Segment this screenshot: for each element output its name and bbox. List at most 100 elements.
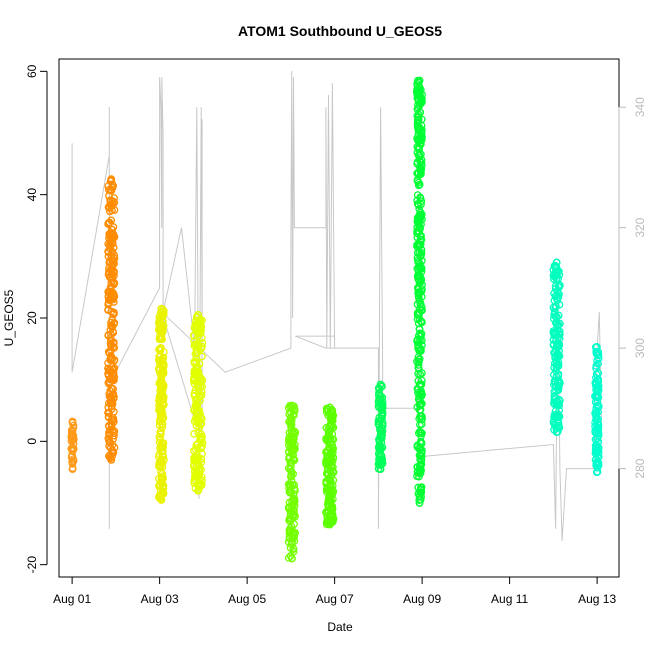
data-point (415, 248, 424, 257)
data-point (106, 366, 114, 374)
data-point (416, 400, 425, 409)
data-point (323, 437, 332, 446)
data-point (415, 499, 424, 507)
data-point (417, 428, 425, 437)
data-point (290, 481, 299, 489)
data-point (193, 443, 202, 452)
data-point (555, 379, 564, 388)
data-point (291, 445, 299, 453)
data-point (417, 448, 426, 457)
data-point (105, 287, 114, 296)
data-point (157, 447, 166, 456)
data-point (191, 320, 200, 329)
data-point (416, 437, 425, 446)
data-point (550, 331, 559, 340)
data-point (291, 512, 299, 521)
data-point (105, 218, 114, 227)
x-axis-label: Date (327, 620, 353, 634)
data-point (417, 264, 426, 273)
data-point (413, 89, 422, 98)
data-point (158, 395, 167, 404)
data-point (157, 304, 166, 313)
data-point (190, 430, 198, 438)
data-point (104, 306, 112, 314)
data-point (68, 417, 77, 426)
data-point (195, 470, 204, 479)
data-point (553, 349, 562, 358)
data-point (110, 376, 118, 384)
data-point (191, 454, 199, 462)
data-point (415, 135, 424, 144)
data-point (191, 396, 200, 404)
data-point (593, 402, 602, 410)
data-point (105, 436, 113, 444)
data-point (109, 230, 118, 239)
data-point (414, 258, 423, 266)
x-tick-label: Aug 09 (403, 592, 441, 606)
data-point (158, 420, 166, 429)
data-point (327, 416, 335, 425)
data-point (155, 482, 163, 490)
data-point (192, 404, 201, 413)
data-point (416, 278, 425, 287)
data-point (323, 465, 332, 474)
x-tick-label: Aug 05 (228, 592, 266, 606)
data-point (375, 444, 383, 453)
data-point (413, 177, 422, 185)
data-point (106, 355, 115, 363)
data-point (287, 422, 295, 431)
data-point (376, 426, 384, 434)
data-point (156, 430, 165, 439)
data-point (107, 330, 115, 339)
data-point (326, 477, 335, 486)
series-5 (284, 401, 300, 563)
data-point (415, 155, 424, 164)
series-1 (67, 417, 78, 474)
data-point (415, 325, 424, 334)
data-point (592, 406, 600, 415)
data-point (155, 345, 163, 354)
data-point (417, 129, 426, 137)
data-point (375, 435, 383, 444)
data-point (157, 495, 166, 504)
data-point (195, 467, 203, 475)
data-point (287, 444, 296, 453)
data-point (284, 464, 293, 473)
data-point (550, 308, 559, 316)
data-point (554, 321, 563, 329)
data-point (105, 192, 113, 200)
data-point (109, 418, 118, 427)
data-point (555, 283, 564, 291)
data-point (416, 483, 425, 492)
data-point (323, 456, 332, 465)
data-point (108, 426, 117, 435)
data-point (593, 446, 602, 455)
y2-axis: 280 300 320 340 (618, 97, 647, 479)
data-point (190, 369, 199, 377)
data-point (378, 393, 387, 402)
data-point (285, 526, 294, 534)
data-point (551, 304, 560, 312)
data-point (109, 234, 117, 243)
data-point (110, 309, 118, 318)
data-point (105, 451, 114, 459)
x-tick-label: Aug 01 (53, 592, 91, 606)
data-point (192, 413, 201, 422)
data-point (550, 296, 559, 305)
data-point (284, 503, 293, 512)
data-point (417, 220, 425, 229)
x-tick-label: Aug 03 (141, 592, 179, 606)
data-point (414, 364, 423, 373)
data-point (416, 427, 424, 436)
data-point (416, 345, 425, 353)
data-point (156, 384, 165, 393)
data-point (68, 465, 77, 474)
data-point (417, 95, 426, 103)
data-point (551, 263, 560, 272)
data-point (594, 351, 603, 360)
data-point (197, 443, 205, 452)
data-point (324, 432, 333, 440)
data-point (155, 438, 164, 447)
data-point (414, 292, 423, 300)
data-point (104, 220, 112, 228)
